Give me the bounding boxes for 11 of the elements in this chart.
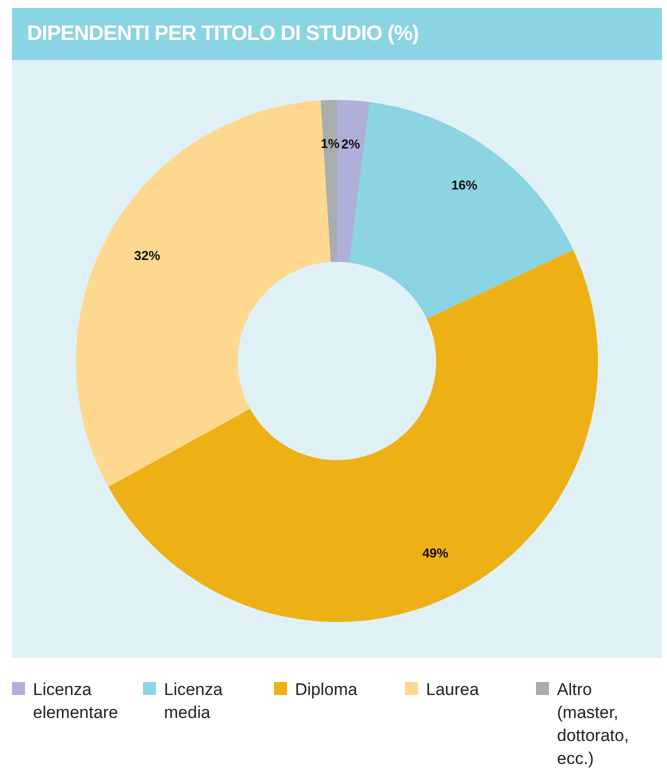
data-label: 32% — [134, 248, 161, 264]
legend-label: Altro (master, dottorato, ecc.) — [557, 679, 630, 770]
legend-label: Licenza elementare — [33, 679, 120, 724]
legend-label: Diploma — [295, 679, 358, 701]
data-label: 1% — [320, 136, 340, 152]
legend-label: Licenza media — [164, 679, 224, 724]
data-label: 16% — [451, 177, 478, 192]
chart-title: DIPENDENTI PER TITOLO DI STUDIO (%) — [12, 8, 662, 60]
legend-label: Laurea — [426, 679, 480, 701]
data-label: 2% — [341, 136, 360, 152]
data-label: 49% — [422, 546, 449, 561]
